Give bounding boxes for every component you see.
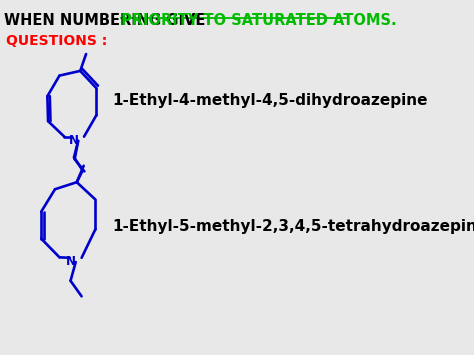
Text: N: N <box>66 255 76 268</box>
Text: WHEN NUMBERING GIVE: WHEN NUMBERING GIVE <box>4 13 210 28</box>
Text: 1-Ethyl-5-methyl-2,3,4,5-tetrahydroazepine: 1-Ethyl-5-methyl-2,3,4,5-tetrahydroazepi… <box>112 219 474 234</box>
Text: PRIORITY TO SATURATED ATOMS.: PRIORITY TO SATURATED ATOMS. <box>121 13 396 28</box>
Text: 1-Ethyl-4-methyl-4,5-dihydroazepine: 1-Ethyl-4-methyl-4,5-dihydroazepine <box>112 93 428 108</box>
Text: N: N <box>69 134 79 147</box>
Text: QUESTIONS :: QUESTIONS : <box>6 34 107 48</box>
